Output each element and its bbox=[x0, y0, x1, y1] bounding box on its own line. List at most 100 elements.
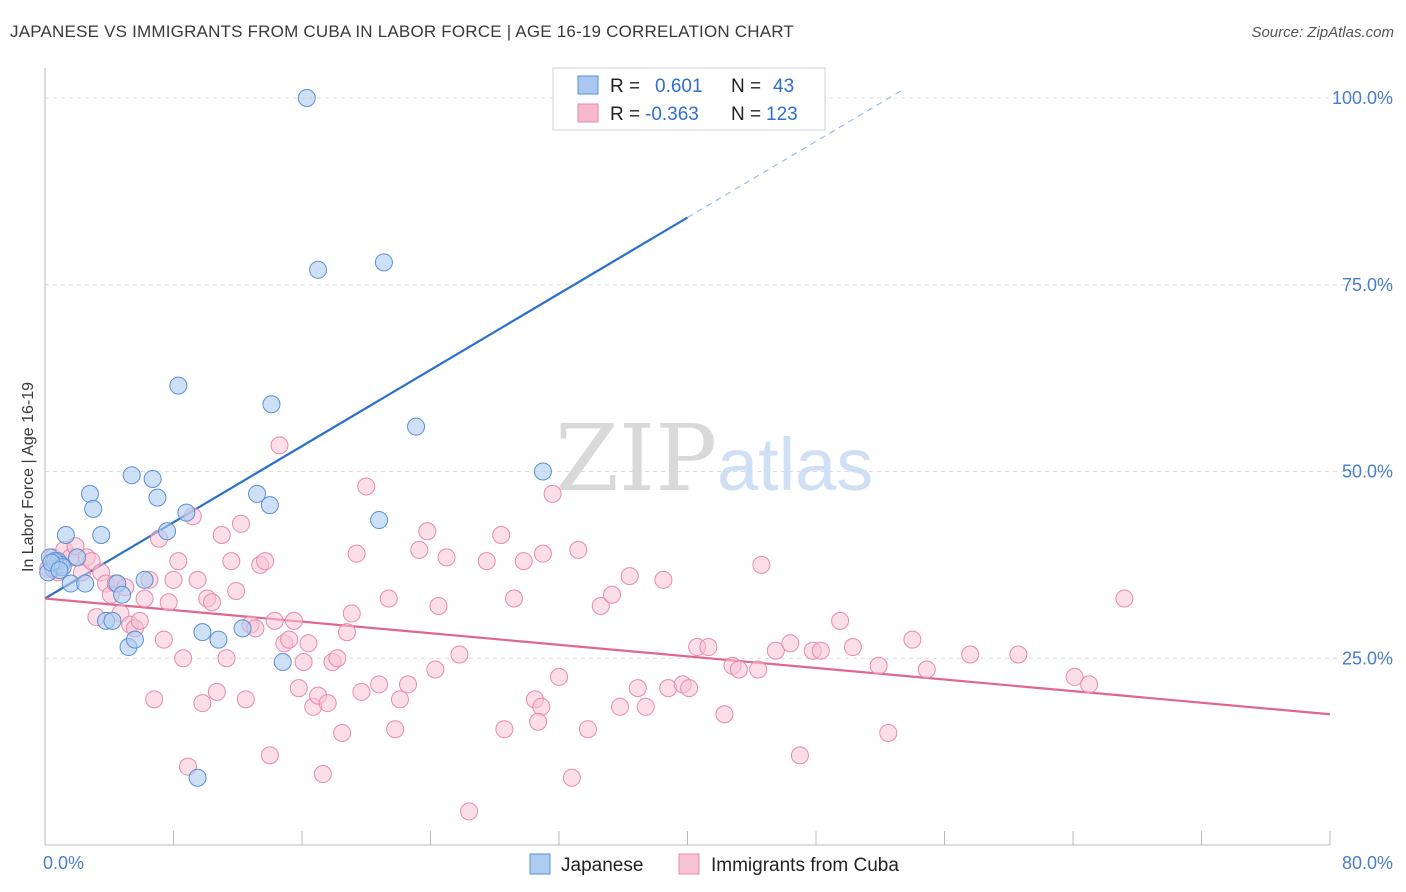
point-cuba bbox=[426, 660, 445, 679]
point-cuba bbox=[781, 634, 800, 653]
y-tick-label: 25.0% bbox=[1342, 648, 1393, 668]
point-cuba bbox=[357, 477, 376, 496]
point-cuba bbox=[715, 705, 734, 724]
point-cuba bbox=[429, 596, 448, 615]
point-cuba bbox=[231, 514, 250, 533]
point-cuba bbox=[260, 746, 279, 765]
point-cuba bbox=[352, 682, 371, 701]
watermark-atlas: atlas bbox=[717, 423, 873, 506]
point-japanese bbox=[262, 395, 281, 414]
bottom-legend-label-cuba: Immigrants from Cuba bbox=[711, 855, 899, 876]
point-cuba bbox=[130, 611, 149, 630]
point-cuba bbox=[514, 552, 533, 571]
point-cuba bbox=[370, 675, 389, 694]
legend-swatch-cuba bbox=[577, 103, 599, 123]
point-cuba bbox=[379, 589, 398, 608]
point-japanese bbox=[92, 525, 111, 544]
point-cuba bbox=[164, 570, 183, 589]
tick-labels: 25.0% 50.0% 75.0% 100.0% 0.0% 80.0% bbox=[43, 88, 1393, 873]
point-cuba bbox=[328, 649, 347, 668]
point-cuba bbox=[236, 690, 255, 709]
x-tick-label-min: 0.0% bbox=[43, 853, 84, 873]
point-cuba bbox=[1115, 589, 1134, 608]
point-cuba bbox=[203, 593, 222, 612]
point-cuba bbox=[492, 525, 511, 544]
point-cuba bbox=[628, 679, 647, 698]
point-cuba bbox=[591, 596, 610, 615]
point-japanese bbox=[260, 496, 279, 515]
point-cuba bbox=[256, 552, 275, 571]
point-cuba bbox=[654, 570, 673, 589]
legend-n-label-1: N = bbox=[731, 76, 761, 97]
point-cuba bbox=[337, 623, 356, 642]
trend-line-japanese-extension bbox=[687, 88, 905, 219]
y-axis-label: In Labor Force | Age 16-19 bbox=[20, 382, 37, 572]
point-cuba bbox=[811, 641, 830, 660]
legend-swatch-japanese bbox=[577, 75, 599, 95]
point-cuba bbox=[533, 544, 552, 563]
point-japanese bbox=[148, 488, 167, 507]
point-cuba bbox=[495, 720, 514, 739]
point-cuba bbox=[399, 675, 418, 694]
y-tick-label: 50.0% bbox=[1342, 462, 1393, 482]
point-cuba bbox=[222, 552, 241, 571]
point-cuba bbox=[333, 723, 352, 742]
point-japanese bbox=[56, 525, 75, 544]
point-japanese bbox=[143, 469, 162, 488]
point-cuba bbox=[386, 720, 405, 739]
point-cuba bbox=[159, 593, 178, 612]
point-japanese bbox=[309, 260, 328, 279]
point-japanese bbox=[370, 511, 389, 530]
point-cuba bbox=[903, 630, 922, 649]
point-cuba bbox=[869, 656, 888, 675]
series-cuba-points bbox=[39, 436, 1134, 821]
watermark: ZIP atlas bbox=[555, 405, 873, 512]
point-cuba bbox=[342, 604, 361, 623]
point-japanese bbox=[209, 630, 228, 649]
watermark-zip: ZIP bbox=[555, 405, 717, 512]
point-cuba bbox=[562, 768, 581, 787]
point-cuba bbox=[1080, 675, 1099, 694]
point-cuba bbox=[418, 522, 437, 541]
point-japanese bbox=[84, 499, 103, 518]
point-cuba bbox=[227, 582, 246, 601]
point-japanese bbox=[158, 522, 177, 541]
point-cuba bbox=[347, 544, 366, 563]
point-japanese bbox=[135, 570, 154, 589]
point-cuba bbox=[460, 802, 479, 821]
point-japanese bbox=[80, 484, 99, 503]
point-cuba bbox=[543, 484, 562, 503]
point-japanese bbox=[374, 253, 393, 272]
point-cuba bbox=[313, 765, 332, 784]
chart-source: Source: ZipAtlas.com bbox=[1251, 24, 1394, 41]
point-japanese bbox=[68, 548, 87, 567]
point-cuba bbox=[752, 555, 771, 574]
point-cuba bbox=[207, 682, 226, 701]
point-cuba bbox=[749, 660, 768, 679]
point-japanese bbox=[122, 466, 141, 485]
point-cuba bbox=[603, 585, 622, 604]
legend-r-label-1: R = bbox=[610, 76, 640, 97]
point-japanese bbox=[103, 611, 122, 630]
point-cuba bbox=[961, 645, 980, 664]
point-cuba bbox=[831, 611, 850, 630]
series-japanese-points bbox=[39, 89, 552, 787]
legend-r-value-1: 0.601 bbox=[655, 76, 703, 97]
point-cuba bbox=[188, 570, 207, 589]
point-japanese bbox=[248, 484, 267, 503]
point-japanese bbox=[125, 630, 144, 649]
point-japanese bbox=[76, 574, 95, 593]
legend-r-value-2: -0.363 bbox=[645, 104, 699, 125]
point-cuba bbox=[193, 694, 212, 713]
point-cuba bbox=[318, 694, 337, 713]
point-cuba bbox=[636, 697, 655, 716]
point-cuba bbox=[280, 630, 299, 649]
point-cuba bbox=[450, 645, 469, 664]
point-japanese bbox=[177, 503, 196, 522]
point-japanese bbox=[233, 619, 252, 638]
chart-title: JAPANESE VS IMMIGRANTS FROM CUBA IN LABO… bbox=[10, 22, 795, 41]
point-cuba bbox=[299, 634, 318, 653]
point-cuba bbox=[410, 540, 429, 559]
point-cuba bbox=[217, 649, 236, 668]
